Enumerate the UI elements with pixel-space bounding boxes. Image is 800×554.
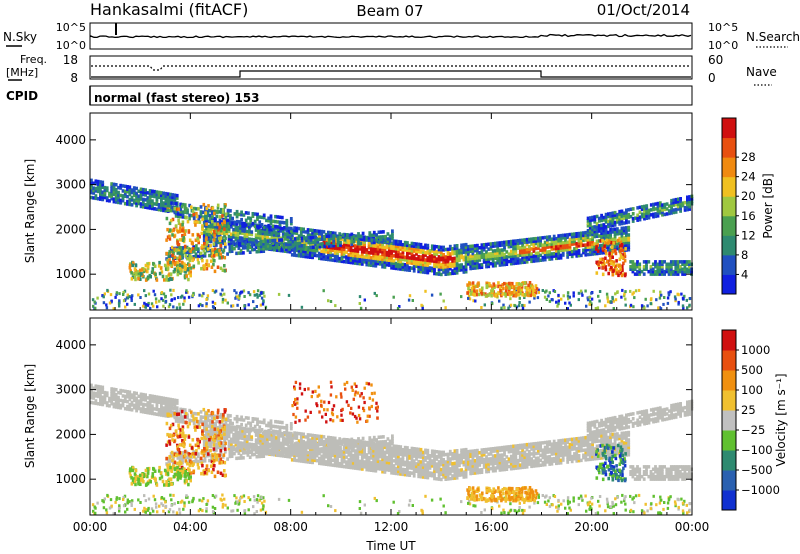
- colorbar-swatch: [722, 470, 736, 491]
- power-ytick-label: 3000: [55, 178, 86, 192]
- date-title: 01/Oct/2014: [597, 1, 690, 19]
- colorbar-swatch: [722, 196, 736, 217]
- nsky-trace: [90, 33, 692, 39]
- colorbar-swatch: [722, 137, 736, 158]
- time-tick-label: 00:00: [675, 520, 710, 534]
- nsearch-tick-bottom: 10^0: [708, 39, 738, 52]
- colorbar-tick-label: 24: [741, 170, 756, 184]
- power-ytick-label: 4000: [55, 133, 86, 147]
- time-tick-label: 16:00: [474, 520, 509, 534]
- colorbar-swatch: [722, 350, 736, 371]
- colorbar-swatch: [722, 370, 736, 391]
- nsky-tick-top: 10^5: [56, 21, 86, 34]
- time-tick-label: 12:00: [374, 520, 409, 534]
- nave-trace: [91, 65, 691, 71]
- freq-label: Freq.: [20, 53, 47, 66]
- time-tick-label: 08:00: [273, 520, 308, 534]
- velocity-echoes: [90, 380, 694, 516]
- power-colorbar: 4 8 12 16 20 24 28: [721, 117, 756, 295]
- colorbar-tick-label: 25: [741, 403, 756, 417]
- freq-panel: Freq. [MHz] 18 8 60 0 Nave: [6, 53, 777, 86]
- colorbar-swatch: [722, 430, 736, 451]
- velocity-colorbar-label: Velocity [m s⁻¹]: [774, 373, 788, 466]
- colorbar-swatch: [722, 274, 736, 295]
- colorbar-tick-label: 16: [741, 209, 756, 223]
- power-ylabel: Slant Range [km]: [23, 159, 37, 263]
- nave-tick-top: 60: [708, 53, 723, 67]
- nsearch-tick-top: 10^5: [708, 21, 738, 34]
- colorbar-tick-label: 28: [741, 150, 756, 164]
- nave-tick-bottom: 0: [708, 71, 716, 85]
- time-tick-label: 04:00: [173, 520, 208, 534]
- velocity-ylabel: Slant Range [km]: [23, 364, 37, 468]
- cpid-label: CPID: [6, 89, 38, 103]
- colorbar-tick-label: −25: [741, 423, 765, 437]
- nave-label: Nave: [746, 65, 777, 79]
- colorbar-tick-label: 500: [741, 363, 763, 377]
- velocity-ytick-label: 1000: [55, 472, 86, 486]
- power-colorbar-label: Power [dB]: [761, 173, 775, 238]
- velocity-colorbar: 1000 500 100 25 −25 −100 −500 −1000: [721, 329, 780, 511]
- colorbar-swatch: [722, 390, 736, 411]
- velocity-ytick-label: 3000: [55, 383, 86, 397]
- colorbar-tick-label: 100: [741, 383, 763, 397]
- nsky-panel: N.Sky 10^5 10^0 10^5 10^0 N.Search: [3, 21, 800, 52]
- nsky-tick-bottom: 10^0: [56, 39, 86, 52]
- colorbar-tick-label: 1000: [741, 343, 770, 357]
- cpid-text: normal (fast stereo) 153: [94, 91, 260, 105]
- time-tick-label: 00:00: [73, 520, 108, 534]
- velocity-panel: 1000 2000 3000 4000 00:00 04:00 08:00 12:00 16:…: [23, 113, 788, 553]
- colorbar-tick-label: 12: [741, 228, 756, 242]
- time-tick-label: 20:00: [574, 520, 609, 534]
- colorbar-swatch: [722, 235, 736, 256]
- nsky-label: N.Sky: [3, 30, 37, 44]
- power-ytick-label: 2000: [55, 222, 86, 236]
- nsearch-label: N.Search: [746, 30, 800, 44]
- colorbar-swatch: [722, 490, 736, 511]
- colorbar-tick-label: −500: [741, 463, 773, 477]
- freq-unit: [MHz]: [6, 66, 38, 79]
- velocity-ytick-label: 2000: [55, 427, 86, 441]
- time-axis-label: Time UT: [365, 539, 416, 553]
- colorbar-swatch: [722, 118, 736, 139]
- colorbar-swatch: [722, 157, 736, 178]
- colorbar-tick-label: 20: [741, 189, 756, 203]
- colorbar-tick-label: −1000: [741, 483, 780, 497]
- freq-trace: [91, 70, 691, 78]
- colorbar-swatch: [722, 176, 736, 197]
- colorbar-tick-label: 4: [741, 267, 748, 281]
- colorbar-swatch: [722, 215, 736, 236]
- colorbar-tick-label: 8: [741, 248, 748, 262]
- colorbar-tick-label: −100: [741, 443, 773, 457]
- colorbar-swatch: [722, 410, 736, 431]
- station-title: Hankasalmi (fitACF): [90, 0, 248, 19]
- colorbar-swatch: [722, 450, 736, 471]
- colorbar-swatch: [722, 330, 736, 351]
- colorbar-swatch: [722, 254, 736, 275]
- power-ytick-label: 1000: [55, 267, 86, 281]
- freq-tick-top: 18: [63, 53, 78, 67]
- velocity-ytick-label: 4000: [55, 338, 86, 352]
- power-panel: 1000 2000 3000 4000 Slant Range [km] 4 8 12 16…: [23, 112, 775, 311]
- power-echoes: [90, 178, 694, 311]
- beam-title: Beam 07: [356, 2, 423, 20]
- cpid-panel: CPID normal (fast stereo) 153: [6, 85, 693, 106]
- freq-tick-bottom: 8: [70, 71, 78, 85]
